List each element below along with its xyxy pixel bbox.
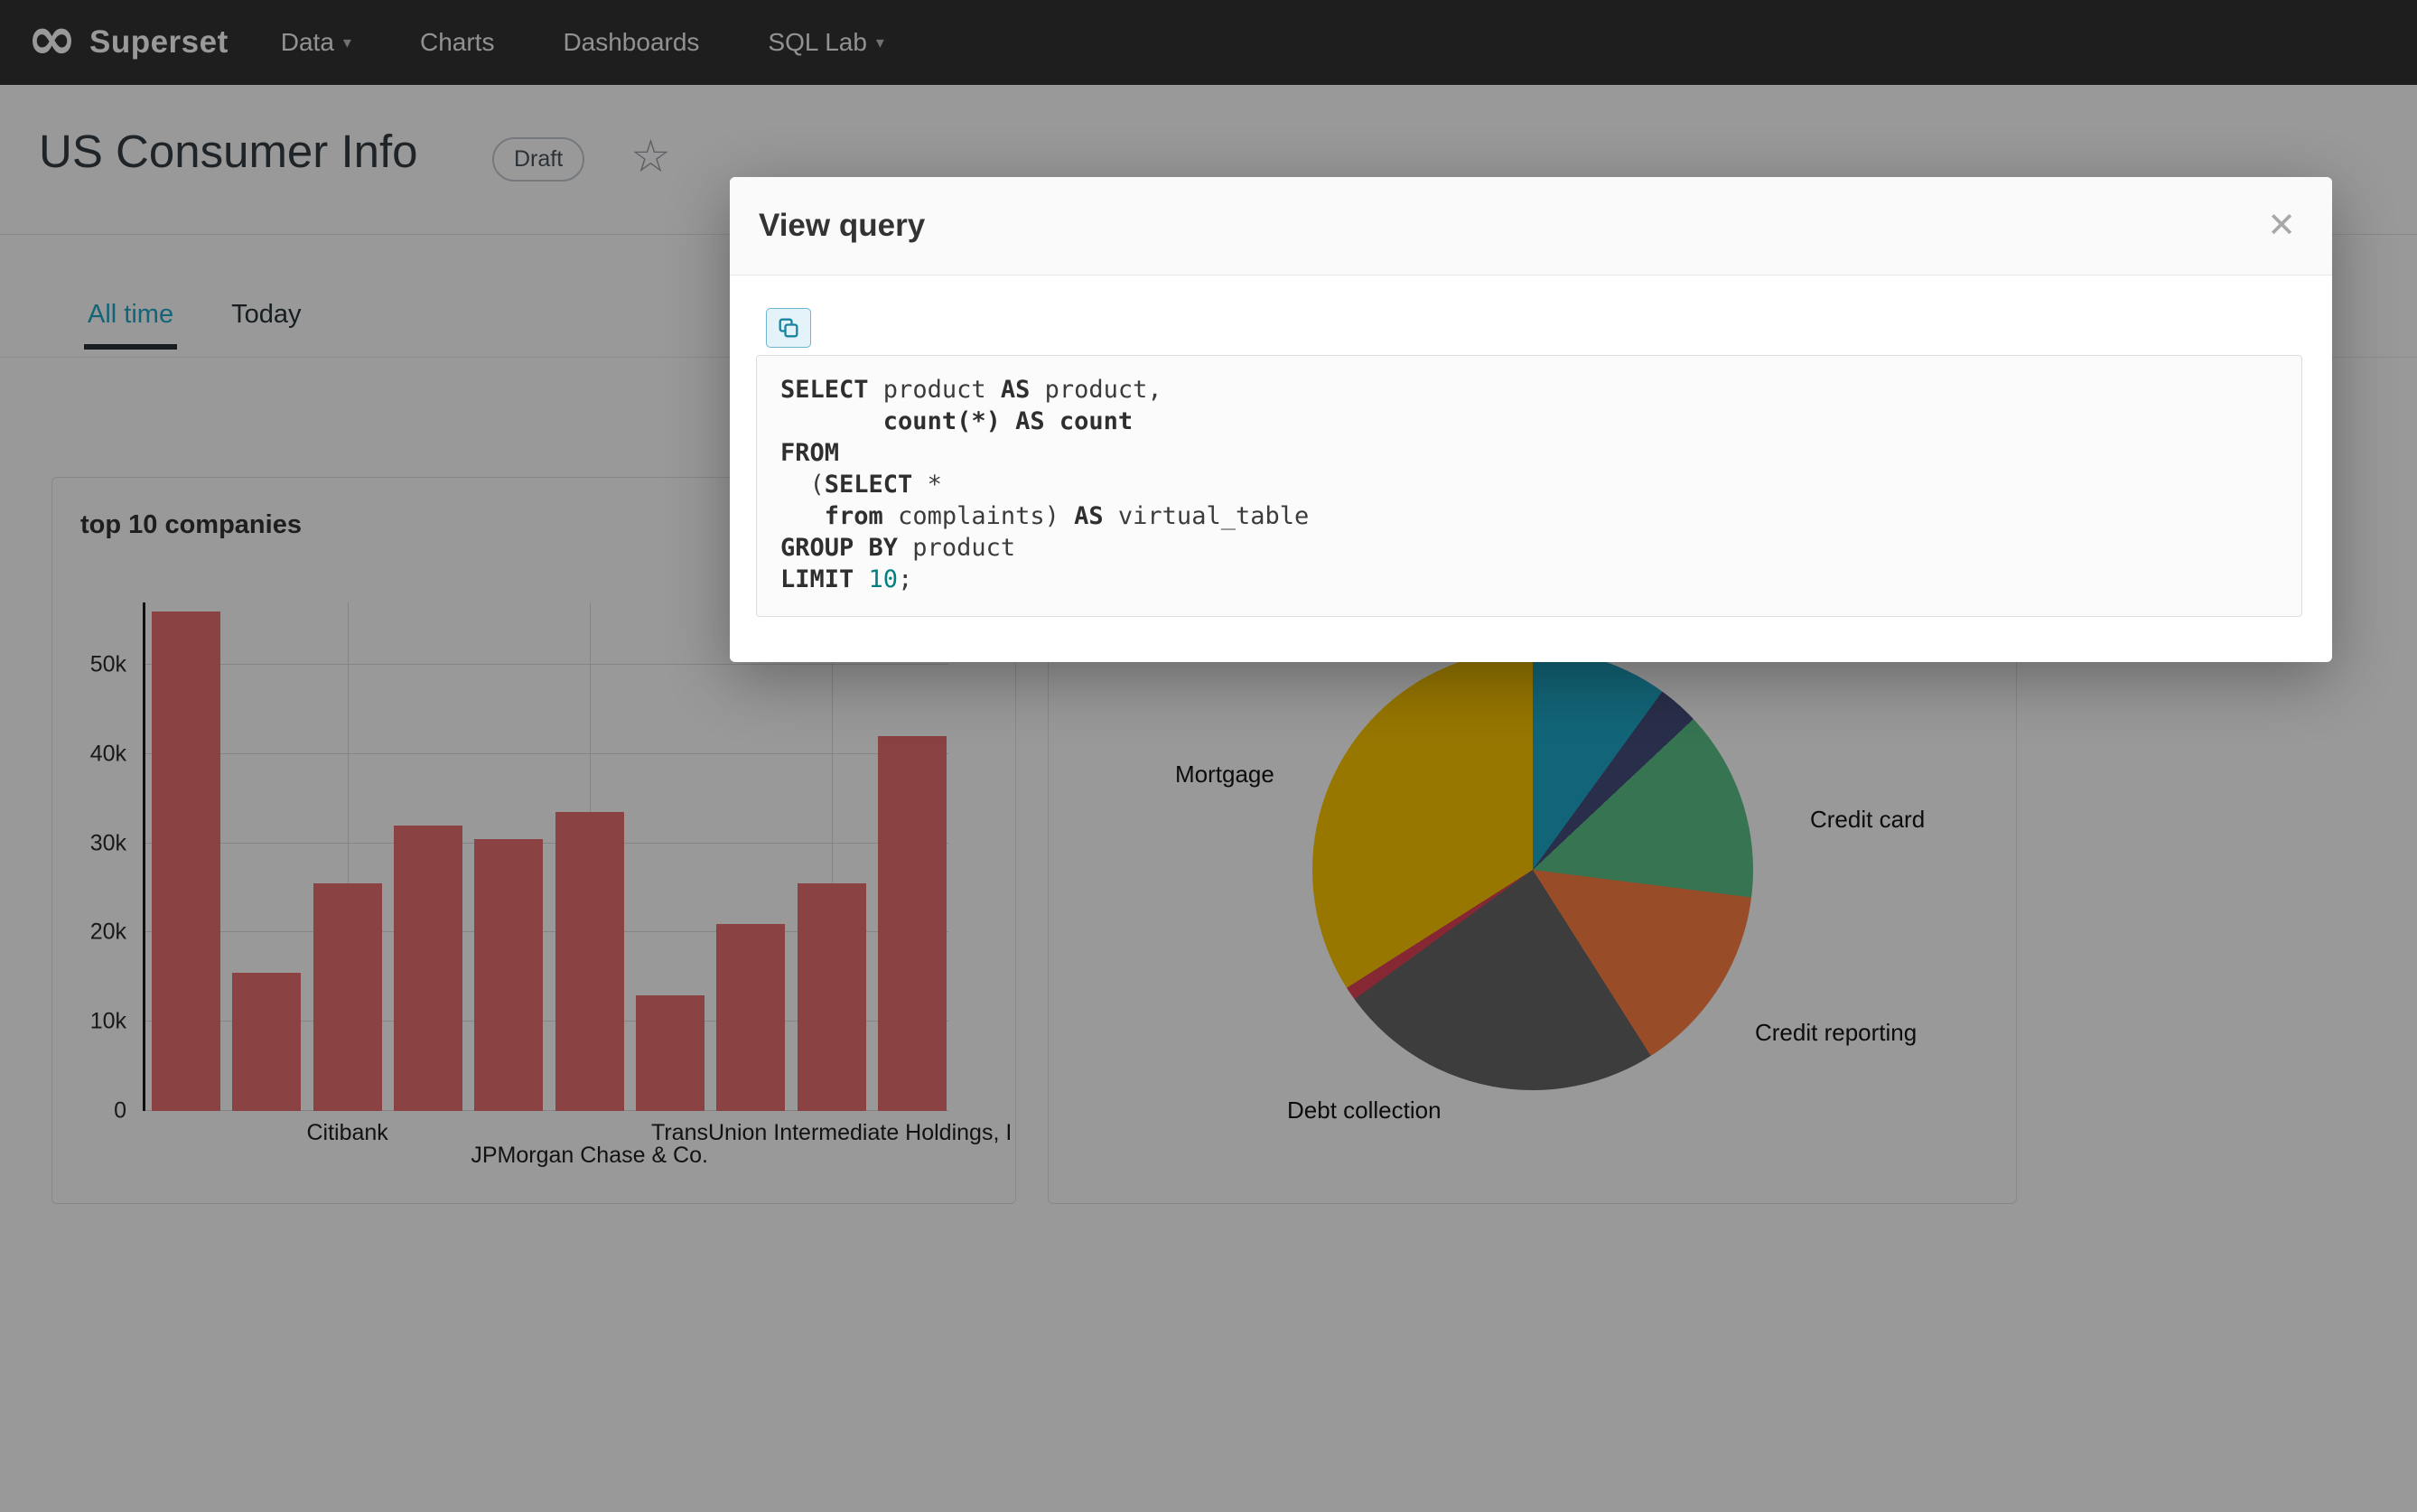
sql-line: (SELECT * bbox=[780, 471, 942, 499]
sql-line: count(*) AS count bbox=[882, 407, 1134, 435]
nav-item-label: Data bbox=[280, 28, 334, 56]
sql-line: GROUP BY product bbox=[780, 534, 1016, 562]
favorite-star-icon[interactable]: ☆ bbox=[630, 131, 671, 182]
bar bbox=[877, 736, 947, 1111]
gridline bbox=[145, 752, 948, 754]
sql-query-code: SELECT product AS product, count(*) AS c… bbox=[780, 374, 2278, 595]
nav-menu: Data ▾ Charts Dashboards SQL Lab ▾ bbox=[281, 28, 884, 57]
bar bbox=[716, 923, 786, 1111]
bar-chart-x-axis: Citibank JPMorgan Chase & Co. TransUnion I… bbox=[152, 1111, 1012, 1174]
nav-item-label: SQL Lab bbox=[768, 28, 867, 56]
bar bbox=[152, 611, 220, 1111]
bar bbox=[474, 838, 544, 1111]
bar bbox=[635, 994, 705, 1111]
pie-slice-label-mortgage: Mortgage bbox=[1175, 761, 1274, 788]
gridline bbox=[145, 1110, 948, 1111]
gridline bbox=[347, 602, 349, 1111]
y-axis-tick-label: 20k bbox=[89, 919, 126, 945]
y-axis-tick-label: 50k bbox=[89, 651, 126, 677]
close-icon[interactable]: ✕ bbox=[2267, 207, 2296, 245]
modal-header: View query ✕ bbox=[730, 177, 2332, 275]
chevron-down-icon: ▾ bbox=[342, 33, 351, 51]
tab-all-time[interactable]: All time bbox=[84, 291, 178, 350]
pie-slice-label-credit-reporting: Credit reporting bbox=[1755, 1019, 1918, 1046]
nav-item-sql-lab[interactable]: SQL Lab ▾ bbox=[768, 28, 884, 57]
pie-slice-label-debt-collection: Debt collection bbox=[1287, 1097, 1442, 1124]
nav-item-label: Charts bbox=[419, 28, 495, 56]
y-axis-tick-label: 10k bbox=[89, 1008, 126, 1034]
sql-line: from complaints) AS virtual_table bbox=[824, 502, 1310, 530]
sql-line: FROM bbox=[780, 439, 840, 467]
bar-chart-y-axis: 0 10k 20k 30k 40k 50k bbox=[52, 602, 135, 1124]
status-badge: Draft bbox=[492, 137, 585, 182]
sql-line: SELECT product AS product, bbox=[780, 376, 1162, 404]
page-title: US Consumer Info bbox=[39, 126, 418, 177]
chart-title: top 10 companies bbox=[80, 510, 302, 539]
x-axis-tick-label: TransUnion Intermediate Holdings, I bbox=[651, 1120, 1013, 1145]
y-axis-tick-label: 40k bbox=[89, 741, 126, 767]
bar bbox=[555, 812, 624, 1111]
nav-item-dashboards[interactable]: Dashboards bbox=[563, 28, 699, 57]
brand-name: Superset bbox=[89, 24, 229, 60]
time-range-tabs: All time Today bbox=[84, 291, 304, 350]
tab-today[interactable]: Today bbox=[231, 300, 302, 329]
copy-to-clipboard-button[interactable] bbox=[766, 308, 811, 348]
gridline bbox=[145, 1021, 948, 1022]
gridline bbox=[145, 664, 948, 666]
gridline bbox=[831, 602, 833, 1111]
bar bbox=[797, 883, 866, 1111]
sql-query-box: SELECT product AS product, count(*) AS c… bbox=[756, 355, 2302, 617]
y-axis-tick-label: 30k bbox=[89, 830, 126, 856]
chart-card-top-10-companies: top 10 companies 0 10k 20k 30k 40k 50k Citiba… bbox=[51, 477, 1016, 1204]
pie-slice-label-credit-card: Credit card bbox=[1810, 806, 1926, 833]
pie-chart bbox=[1312, 649, 1753, 1090]
superset-infinity-icon: ∞ bbox=[27, 4, 77, 73]
nav-item-data[interactable]: Data ▾ bbox=[281, 28, 351, 57]
x-axis-tick-label: JPMorgan Chase & Co. bbox=[471, 1143, 708, 1168]
copy-icon bbox=[779, 318, 798, 338]
gridline bbox=[145, 842, 948, 844]
nav-item-charts[interactable]: Charts bbox=[420, 28, 494, 57]
bar-series bbox=[152, 602, 947, 1111]
y-axis-tick-label: 0 bbox=[114, 1097, 126, 1124]
bar bbox=[232, 972, 302, 1111]
bar-chart-plot: Citibank JPMorgan Chase & Co. TransUnion I… bbox=[143, 602, 1012, 1168]
chevron-down-icon: ▾ bbox=[875, 33, 884, 51]
bar bbox=[393, 825, 462, 1111]
sql-line: LIMIT 10; bbox=[780, 565, 913, 593]
modal-title: View query bbox=[759, 208, 926, 243]
gridline bbox=[145, 931, 948, 933]
y-axis-line bbox=[143, 602, 145, 1111]
superset-logo[interactable]: ∞ Superset bbox=[27, 9, 229, 69]
bar bbox=[313, 883, 382, 1111]
view-query-modal: View query ✕ SELECT product AS product, … bbox=[730, 177, 2332, 662]
x-axis-tick-label: Citibank bbox=[306, 1120, 388, 1145]
top-navbar: ∞ Superset Data ▾ Charts Dashboards SQL … bbox=[0, 0, 2417, 85]
nav-item-label: Dashboards bbox=[563, 28, 700, 56]
